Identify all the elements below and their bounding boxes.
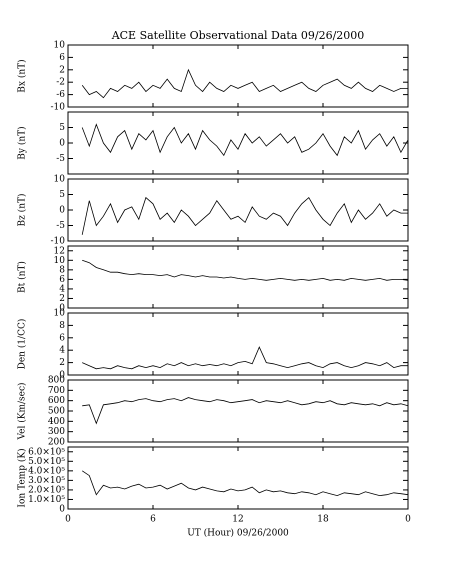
y-tick-label: 0 — [59, 139, 65, 149]
y-tick-label: 0 — [59, 304, 65, 314]
data-line — [82, 397, 409, 425]
y-tick-label: -5 — [56, 221, 65, 231]
y-tick-label: 700 — [48, 386, 65, 396]
y-tick-label: 2 — [59, 358, 65, 368]
y-tick-label: -10 — [51, 103, 66, 113]
x-tick-label: 0 — [405, 515, 411, 525]
data-line — [81, 68, 408, 99]
y-axis-label: Bx (nT) — [17, 59, 28, 92]
y-tick-label: -2 — [56, 78, 65, 88]
data-line — [81, 123, 409, 157]
y-axis-label: Vel (Km/sec) — [17, 382, 28, 440]
y-tick-label: 300 — [48, 427, 65, 437]
y-tick-label: -5 — [56, 154, 65, 164]
y-axis-label: By (nT) — [17, 126, 28, 159]
y-tick-label: -10 — [51, 237, 66, 247]
chart-title: ACE Satellite Observational Data 09/26/2… — [111, 29, 365, 42]
y-tick-label: 3.0×10⁵ — [28, 476, 65, 486]
y-axis-label: Ion Temp (K) — [17, 448, 28, 507]
panel-frame — [67, 44, 409, 108]
y-tick-label: 10 — [54, 256, 66, 266]
y-tick-label: 12 — [54, 246, 65, 256]
panel-frame — [67, 379, 409, 443]
y-tick-label: 10 — [54, 41, 66, 51]
data-line — [82, 346, 408, 370]
y-tick-label: 5 — [59, 123, 65, 133]
y-axis-label: Bt (nT) — [17, 261, 28, 293]
data-line — [81, 196, 408, 235]
x-tick-label: 0 — [65, 515, 71, 525]
y-tick-label: 200 — [48, 438, 65, 448]
y-tick-label: 6 — [59, 275, 65, 285]
data-line — [81, 470, 409, 497]
y-tick-label: 400 — [48, 417, 65, 427]
y-tick-label: 4.0×10⁵ — [28, 466, 65, 476]
panel-frame — [67, 111, 409, 175]
y-axis-label: Bz (nT) — [17, 193, 28, 226]
y-tick-label: 8 — [59, 265, 65, 275]
y-tick-label: 800 — [48, 376, 65, 386]
y-tick-label: 0 — [59, 206, 65, 216]
y-tick-label: 2.0×10⁵ — [28, 485, 65, 495]
x-tick-label: 12 — [232, 515, 243, 525]
panel-frame — [67, 446, 409, 510]
y-tick-label: 4 — [59, 346, 65, 356]
y-tick-label: 6 — [59, 53, 65, 63]
y-tick-label: 2 — [59, 65, 65, 75]
y-tick-label: 4 — [59, 284, 65, 294]
y-tick-label: 0 — [59, 505, 65, 515]
data-line — [82, 259, 409, 281]
panel-frame — [67, 245, 409, 309]
y-axis-label: Den (1/CC) — [17, 319, 28, 370]
y-tick-label: 2 — [59, 294, 65, 304]
y-tick-label: 6.0×10⁵ — [28, 447, 65, 457]
y-tick-label: 8 — [59, 321, 65, 331]
x-tick-label: 18 — [317, 515, 329, 525]
x-tick-label: 6 — [150, 515, 156, 525]
y-tick-label: 1.0×10⁵ — [28, 495, 65, 505]
y-tick-label: 500 — [48, 407, 65, 417]
y-tick-label: 600 — [48, 396, 65, 406]
y-tick-label: 0 — [59, 371, 65, 381]
y-tick-label: 10 — [54, 175, 66, 185]
y-tick-label: 10 — [54, 309, 66, 319]
y-tick-label: -6 — [56, 90, 65, 100]
y-tick-label: 6 — [59, 333, 65, 343]
x-axis-label: UT (Hour) 09/26/2000 — [187, 528, 289, 539]
panel-frame — [67, 178, 409, 242]
y-tick-label: 5 — [59, 190, 65, 200]
y-tick-label: 5.0×10⁵ — [28, 457, 65, 467]
